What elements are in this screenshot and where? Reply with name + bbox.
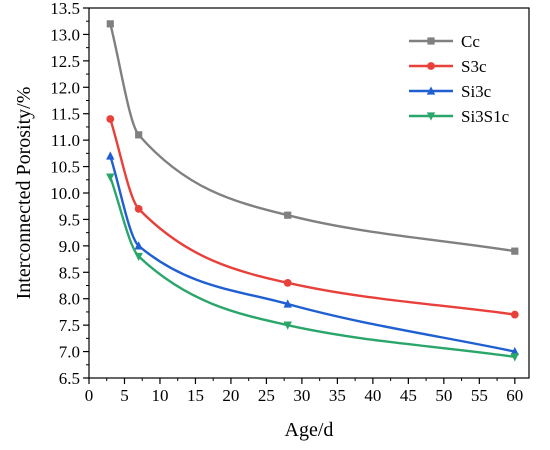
y-tick-label: 7.5 [59,316,80,335]
x-tick-label: 55 [471,386,488,405]
y-tick-label: 12.0 [50,78,80,97]
legend-swatch-marker [427,62,435,70]
x-tick-label: 30 [293,386,310,405]
y-tick-label: 9.0 [59,237,80,256]
data-point [106,20,114,28]
series-line [109,155,516,353]
x-tick-label: 25 [258,386,275,405]
data-point [283,299,292,308]
y-tick-label: 13.5 [50,0,80,18]
data-point [510,346,520,356]
y-tick-label: 11.5 [51,105,80,124]
x-tick-label: 5 [120,386,129,405]
legend-swatch-marker [426,112,436,121]
series-si3c [106,151,520,356]
x-tick-label: 45 [400,386,417,405]
legend: Cc S3c Si3c Si3S1c [409,32,510,126]
data-point [284,211,292,219]
series-si3s1c [106,173,520,362]
x-tick-label: 60 [506,386,523,405]
data-point [511,247,519,255]
y-tick-label: 7.0 [59,343,80,362]
y-tick-label: 8.5 [59,263,80,282]
series-line [109,176,515,359]
legend-label: Si3c [461,82,492,101]
y-tick-label: 10.5 [50,158,80,177]
y-tick-label: 9.5 [59,210,80,229]
y-tick-label: 6.5 [59,369,80,388]
legend-label: S3c [461,57,487,76]
y-tick-label: 11.0 [51,131,80,150]
series-cc [106,20,519,255]
series-line [109,118,515,316]
x-tick-label: 10 [151,386,168,405]
data-point [106,173,115,182]
data-point [134,204,143,213]
legend-item: Cc [409,32,480,51]
x-tick-label: 20 [222,386,239,405]
data-point [134,241,143,250]
series-layer [106,20,520,362]
x-tick-label: 35 [329,386,346,405]
legend-swatch-marker [427,37,435,45]
data-point [283,321,292,330]
y-axis-title: Interconnected Porosity/% [13,87,35,300]
series-s3c [106,115,519,319]
legend-label: Cc [461,32,480,51]
data-point [510,353,520,362]
data-point [134,252,143,262]
axes-layer: 0 5 10 15 20 25 30 35 40 45 50 55 60 6.5 7.0 7.5 8.0 8.5 9… [50,0,523,405]
x-tick-label: 50 [435,386,452,405]
data-point [510,310,519,319]
legend-label: Si3S1c [461,107,510,126]
legend-item: Si3S1c [409,107,510,126]
y-tick-label: 13.0 [50,25,80,44]
data-point [106,115,115,123]
data-point [135,131,143,139]
x-axis-title: Age/d [285,419,334,441]
y-tick-label: 10.0 [50,184,80,203]
x-tick-label: 0 [85,386,94,405]
x-tick-label: 15 [187,386,204,405]
y-tick-label: 8.0 [59,290,80,309]
legend-item: S3c [409,57,487,76]
legend-swatch-marker [426,86,436,95]
x-tick-label: 40 [364,386,381,405]
y-tick-label: 12.5 [50,52,80,71]
data-point [106,151,115,160]
data-point [283,278,292,287]
legend-item: Si3c [409,82,492,101]
series-line [109,23,515,253]
